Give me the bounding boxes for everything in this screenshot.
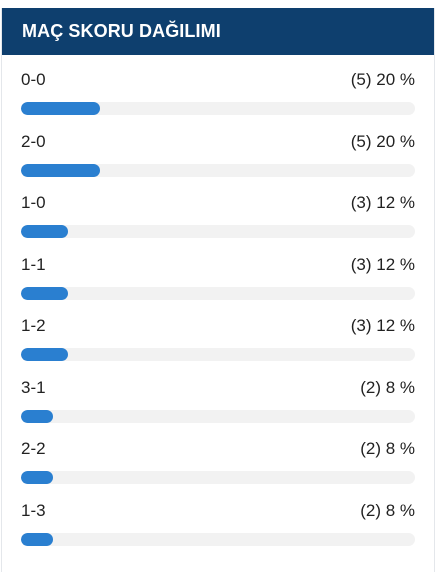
progress-fill	[21, 532, 53, 546]
score-row: 2-0 (5) 20 %	[2, 117, 434, 179]
score-value: (3) 12 %	[350, 254, 415, 274]
progress-track	[21, 163, 415, 177]
score-label: 2-2	[21, 439, 46, 458]
progress-fill	[21, 225, 69, 238]
score-label: 1-2	[21, 316, 46, 335]
progress-track	[21, 532, 415, 546]
progress-track	[21, 286, 415, 300]
score-value: (3) 12 %	[350, 193, 415, 212]
score-value: (2) 8 %	[360, 377, 415, 397]
score-row: 1-0 (3) 12 %	[2, 178, 434, 240]
score-row: 2-2 (2) 8 %	[2, 424, 434, 486]
progress-track	[21, 471, 415, 484]
progress-track	[21, 225, 415, 238]
score-value: (2) 8 %	[360, 439, 415, 458]
score-row: 1-2 (3) 12 %	[2, 301, 434, 363]
score-value: (5) 20 %	[350, 131, 415, 151]
score-label: 3-1	[21, 377, 46, 397]
score-row: 0-0 (5) 20 %	[2, 55, 434, 117]
score-value: (5) 20 %	[350, 70, 415, 89]
progress-track	[21, 102, 415, 115]
score-value: (2) 8 %	[360, 500, 415, 520]
score-row: 1-1 (3) 12 %	[2, 240, 434, 302]
progress-fill	[21, 409, 53, 423]
score-label: 1-1	[21, 254, 46, 274]
score-value: (3) 12 %	[350, 316, 415, 335]
progress-track	[21, 348, 415, 361]
score-label: 1-3	[21, 500, 46, 520]
score-label: 1-0	[21, 193, 46, 212]
score-label: 2-0	[21, 131, 46, 151]
progress-fill	[21, 163, 100, 177]
progress-fill	[21, 286, 69, 300]
progress-fill	[21, 471, 53, 484]
progress-track	[21, 409, 415, 423]
progress-fill	[21, 102, 100, 115]
progress-fill	[21, 348, 69, 361]
widget-header: MAÇ SKORU DAĞILIMI	[2, 8, 434, 55]
score-label: 0-0	[21, 70, 46, 89]
score-row: 3-1 (2) 8 %	[2, 363, 434, 425]
score-distribution-widget: MAÇ SKORU DAĞILIMI 0-0 (5) 20 % 2-0 (5) 20 …	[1, 8, 435, 572]
widget-title: MAÇ SKORU DAĞILIMI	[22, 21, 221, 41]
score-list: 0-0 (5) 20 % 2-0 (5) 20 % 1-0 (3) 12 % 1-1 (3) …	[2, 55, 434, 547]
score-row: 1-3 (2) 8 %	[2, 486, 434, 548]
